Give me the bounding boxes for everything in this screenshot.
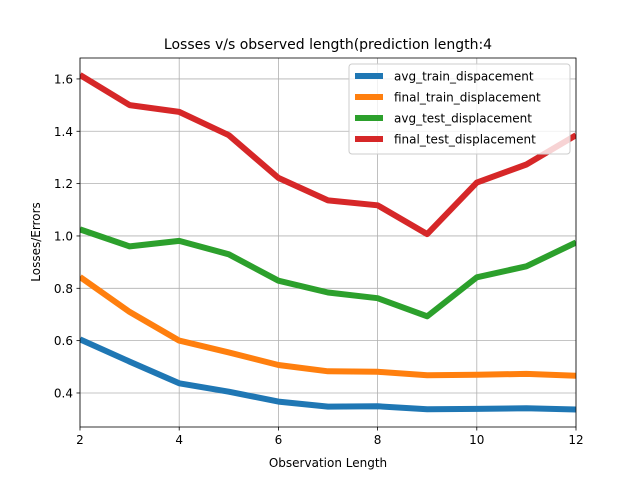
- y-tick-label: 0.6: [54, 334, 73, 348]
- y-tick-label: 1.4: [54, 125, 73, 139]
- series-lines: [80, 72, 576, 413]
- chart-title: Losses v/s observed length(prediction le…: [164, 37, 492, 53]
- legend-box: [348, 63, 571, 155]
- series-line-final-test-displacement: [80, 72, 576, 238]
- x-axis-label: Observation Length: [269, 456, 387, 470]
- x-tick-label: 8: [374, 433, 382, 447]
- x-tick-label: 6: [275, 433, 283, 447]
- legend-label: avg_train_dispacement: [394, 70, 534, 84]
- series-line-avg-train-dispacement: [80, 336, 576, 413]
- x-tick-label: 10: [469, 433, 484, 447]
- series-line-avg-test-displacement: [80, 226, 576, 320]
- y-axis-label: Losses/Errors: [29, 202, 43, 282]
- y-tick-label: 1.2: [54, 177, 73, 191]
- legend: avg_train_dispacement final_train_displac…: [348, 63, 571, 155]
- x-tick-label: 2: [76, 433, 84, 447]
- plot-frame: [79, 57, 577, 428]
- legend-label: final_test_displacement: [394, 133, 536, 147]
- y-tick-label: 0.8: [54, 282, 73, 296]
- x-axis-ticks: 2 4 6 8 10 12: [76, 427, 584, 447]
- y-tick-label: 1.6: [54, 72, 73, 86]
- x-tick-label: 12: [568, 433, 583, 447]
- y-tick-label: 0.4: [54, 386, 73, 400]
- y-tick-label: 1.0: [54, 229, 73, 243]
- y-axis-ticks: 0.4 0.6 0.8 1.0 1.2 1.4 1.6: [54, 72, 80, 400]
- x-tick-label: 4: [175, 433, 183, 447]
- legend-label: final_train_displacement: [394, 91, 541, 105]
- legend-label: avg_test_displacement: [394, 112, 532, 126]
- series-line-final-train-displacement: [80, 274, 576, 379]
